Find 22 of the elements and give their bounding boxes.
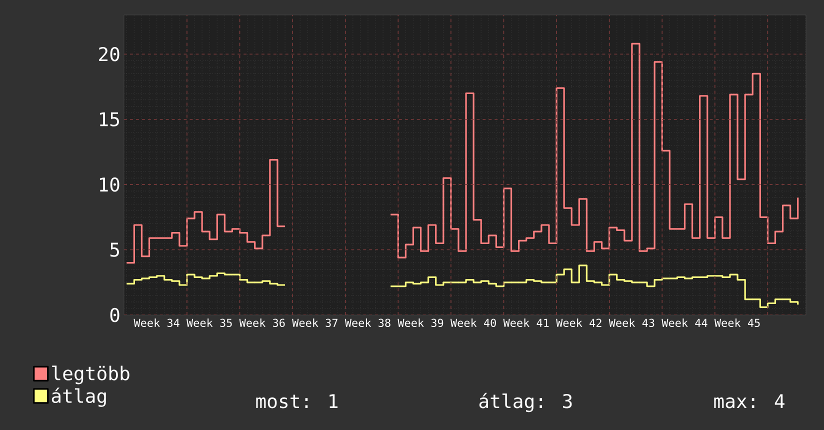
x-tick-label: Week 45 bbox=[714, 318, 760, 327]
x-tick-label: Week 40 bbox=[450, 318, 496, 327]
x-tick-label: Week 35 bbox=[186, 318, 232, 327]
y-tick-label: 15 bbox=[100, 112, 119, 126]
x-tick-label: Week 34 bbox=[134, 318, 180, 327]
y-tick-label: 0 bbox=[110, 308, 120, 322]
x-tick-label: Week 36 bbox=[239, 318, 285, 327]
x-tick-label: Week 42 bbox=[556, 318, 602, 327]
text: átlag: 3 bbox=[479, 392, 572, 412]
text: most: 1 bbox=[256, 394, 338, 408]
x-tick-label: Week 39 bbox=[398, 318, 444, 327]
legend-label: legtöbb bbox=[52, 366, 130, 384]
x-tick-label: Week 44 bbox=[662, 318, 708, 327]
x-tick-label: Week 38 bbox=[344, 318, 390, 327]
y-tick-label: 5 bbox=[110, 242, 119, 257]
legend-label: átlag bbox=[52, 388, 106, 407]
text: max: 4 bbox=[714, 394, 784, 408]
x-tick-label: Week 43 bbox=[608, 318, 654, 327]
x-tick-label: Week 41 bbox=[503, 318, 549, 327]
y-tick-label: 10 bbox=[100, 177, 120, 192]
x-tick-label: Week 37 bbox=[292, 318, 338, 327]
y-tick-label: 20 bbox=[99, 46, 120, 62]
